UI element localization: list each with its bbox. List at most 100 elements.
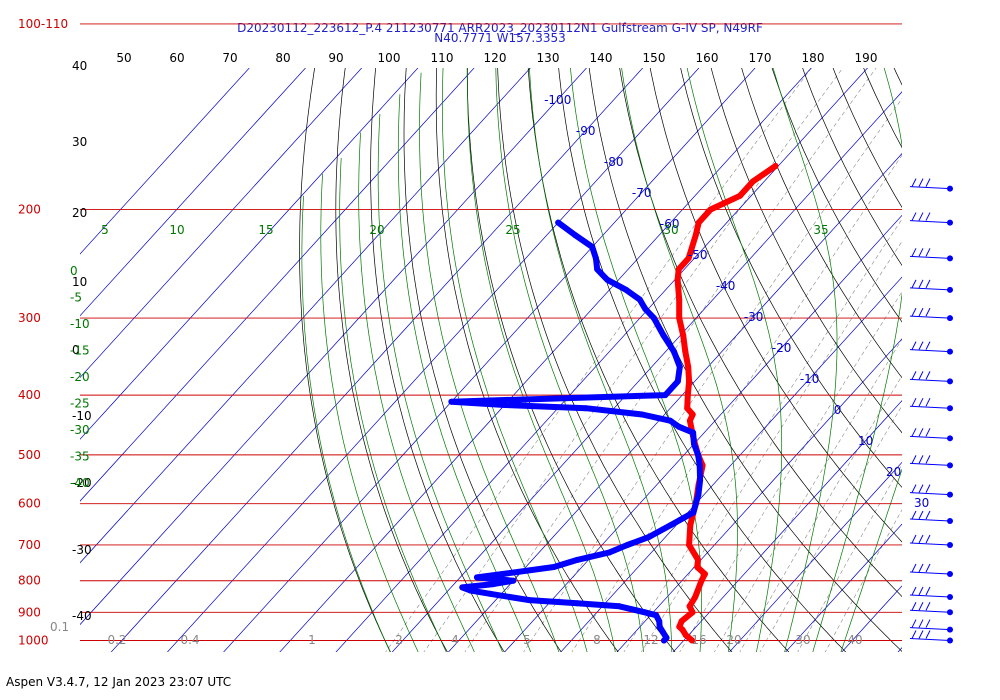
mixing-ratio-label: 2 [395, 633, 403, 647]
temperature-point [685, 255, 692, 262]
dry-adiabat-label: 10 [72, 275, 87, 289]
wind-barb-feather [918, 178, 924, 187]
dewpoint-point [656, 623, 663, 630]
wind-barb-staff [909, 638, 951, 641]
dewpoint-point [490, 581, 497, 588]
temperature-point [687, 522, 694, 529]
pressure-tick-label: 300 [18, 311, 41, 325]
wind-barb-feather [911, 563, 917, 573]
isotherm-line [80, 68, 475, 502]
dewpoint-point [690, 429, 697, 436]
top-axis-label: 70 [222, 51, 237, 65]
top-axis-label: 170 [749, 51, 772, 65]
isotherm-line [560, 276, 902, 652]
dewpoint-point [474, 574, 480, 581]
pressure-tick-label: 1000 [18, 634, 49, 648]
wind-barb-staff [909, 627, 951, 631]
dewpoint-trace [448, 219, 704, 644]
wind-barb-feather [925, 307, 931, 317]
mixing-ratio-line [623, 218, 902, 652]
moist-adiabat-line [840, 468, 902, 652]
dry-adiabat-line [921, 0, 1000, 666]
software-footer: Aspen V3.4.7, 12 Jan 2023 23:07 UTC [6, 675, 232, 689]
chart-grid [80, 0, 1000, 666]
pressure-tick-label: 800 [18, 574, 41, 588]
dry-adiabat-line [649, 68, 902, 543]
wind-barb-staff [909, 220, 951, 224]
isotherm-line [80, 68, 587, 626]
dewpoint-point [692, 500, 699, 507]
wind-barb-feather [918, 428, 924, 437]
dewpoint-point [642, 306, 649, 312]
wind-barb-staff [909, 255, 951, 259]
temperature-point [701, 571, 708, 577]
pressure-tick-label: 700 [18, 538, 41, 552]
isotherm-line [80, 68, 363, 379]
wind-barb-staff [909, 609, 951, 613]
wind-barb-feather [918, 371, 924, 380]
temperature-point [695, 556, 702, 563]
isotherm-label: -30 [744, 310, 764, 324]
wind-barb-feather [925, 428, 931, 437]
dry-adiabat-line [710, 68, 902, 434]
dry-adiabat-line [370, 68, 505, 652]
dewpoint-point [676, 363, 683, 370]
mixing-ratio-label: 40 [847, 633, 862, 647]
mixing-ratio-line [385, 68, 812, 652]
sounding-header-line2: N40.7771 W157.3353 [434, 31, 566, 45]
moist-adiabat-line [812, 68, 902, 652]
moist-adiabat-label: -40 [70, 476, 90, 490]
dry-adiabat-line [741, 68, 902, 379]
dewpoint-point [604, 276, 611, 283]
dewpoint-point [592, 255, 599, 262]
moist-adiabat-line [570, 68, 702, 652]
moist-adiabat-line [397, 94, 532, 652]
pressure-tick-label: 200 [18, 203, 41, 217]
mixing-ratio-label: 30 [795, 633, 810, 647]
isotherm-line [785, 523, 902, 652]
wind-barb-feather [911, 602, 917, 611]
mixing-ratio-line [571, 154, 902, 652]
temperature-point [680, 332, 687, 339]
temperature-point [750, 178, 757, 185]
dry-adiabat-line [497, 68, 733, 652]
dewpoint-point [695, 491, 702, 498]
mixing-ratio-label: 16 [691, 633, 706, 647]
wind-barb-feather [918, 630, 924, 639]
top-axis-label: 140 [590, 51, 613, 65]
moist-adiabat-label: 5 [101, 223, 109, 237]
temperature-point [678, 618, 685, 625]
moist-adiabat-label: 10 [169, 223, 184, 237]
moist-adiabat-line [320, 173, 419, 652]
temperature-point [689, 637, 696, 644]
mixing-ratio-line [739, 375, 902, 652]
wind-barb-feather [911, 619, 917, 628]
temperature-point [682, 348, 689, 355]
dewpoint-point [690, 509, 697, 516]
dewpoint-point [675, 423, 682, 430]
dry-adiabat-line [527, 68, 790, 652]
top-axis-label: 50 [116, 51, 131, 65]
wind-barb-feather [925, 510, 931, 520]
isotherm-label: 0 [834, 403, 842, 417]
top-axis-label: 130 [537, 51, 560, 65]
temperature-point [674, 276, 681, 283]
wind-barb-feather [918, 602, 924, 611]
mixing-ratio-label: 5 [523, 633, 531, 647]
mixing-ratio-label: 20 [726, 633, 741, 647]
dewpoint-point [639, 411, 646, 418]
isotherm-line [80, 68, 250, 255]
dry-adiabat-label: -20 [72, 476, 92, 490]
isotherm-line [166, 68, 700, 652]
dry-adiabat-line [335, 68, 448, 652]
wind-barb-staff [909, 435, 951, 439]
mixing-ratio-label: 0.1 [50, 620, 69, 634]
mixing-ratio-line [759, 405, 902, 652]
temperature-point [676, 623, 683, 630]
temperature-point [689, 411, 696, 418]
isotherm-label: -20 [772, 341, 792, 355]
mixing-ratio-label: 8 [593, 633, 601, 647]
dry-adiabat-line [680, 68, 902, 488]
wind-barb-feather [911, 371, 917, 380]
mixing-ratio-line [714, 338, 902, 652]
